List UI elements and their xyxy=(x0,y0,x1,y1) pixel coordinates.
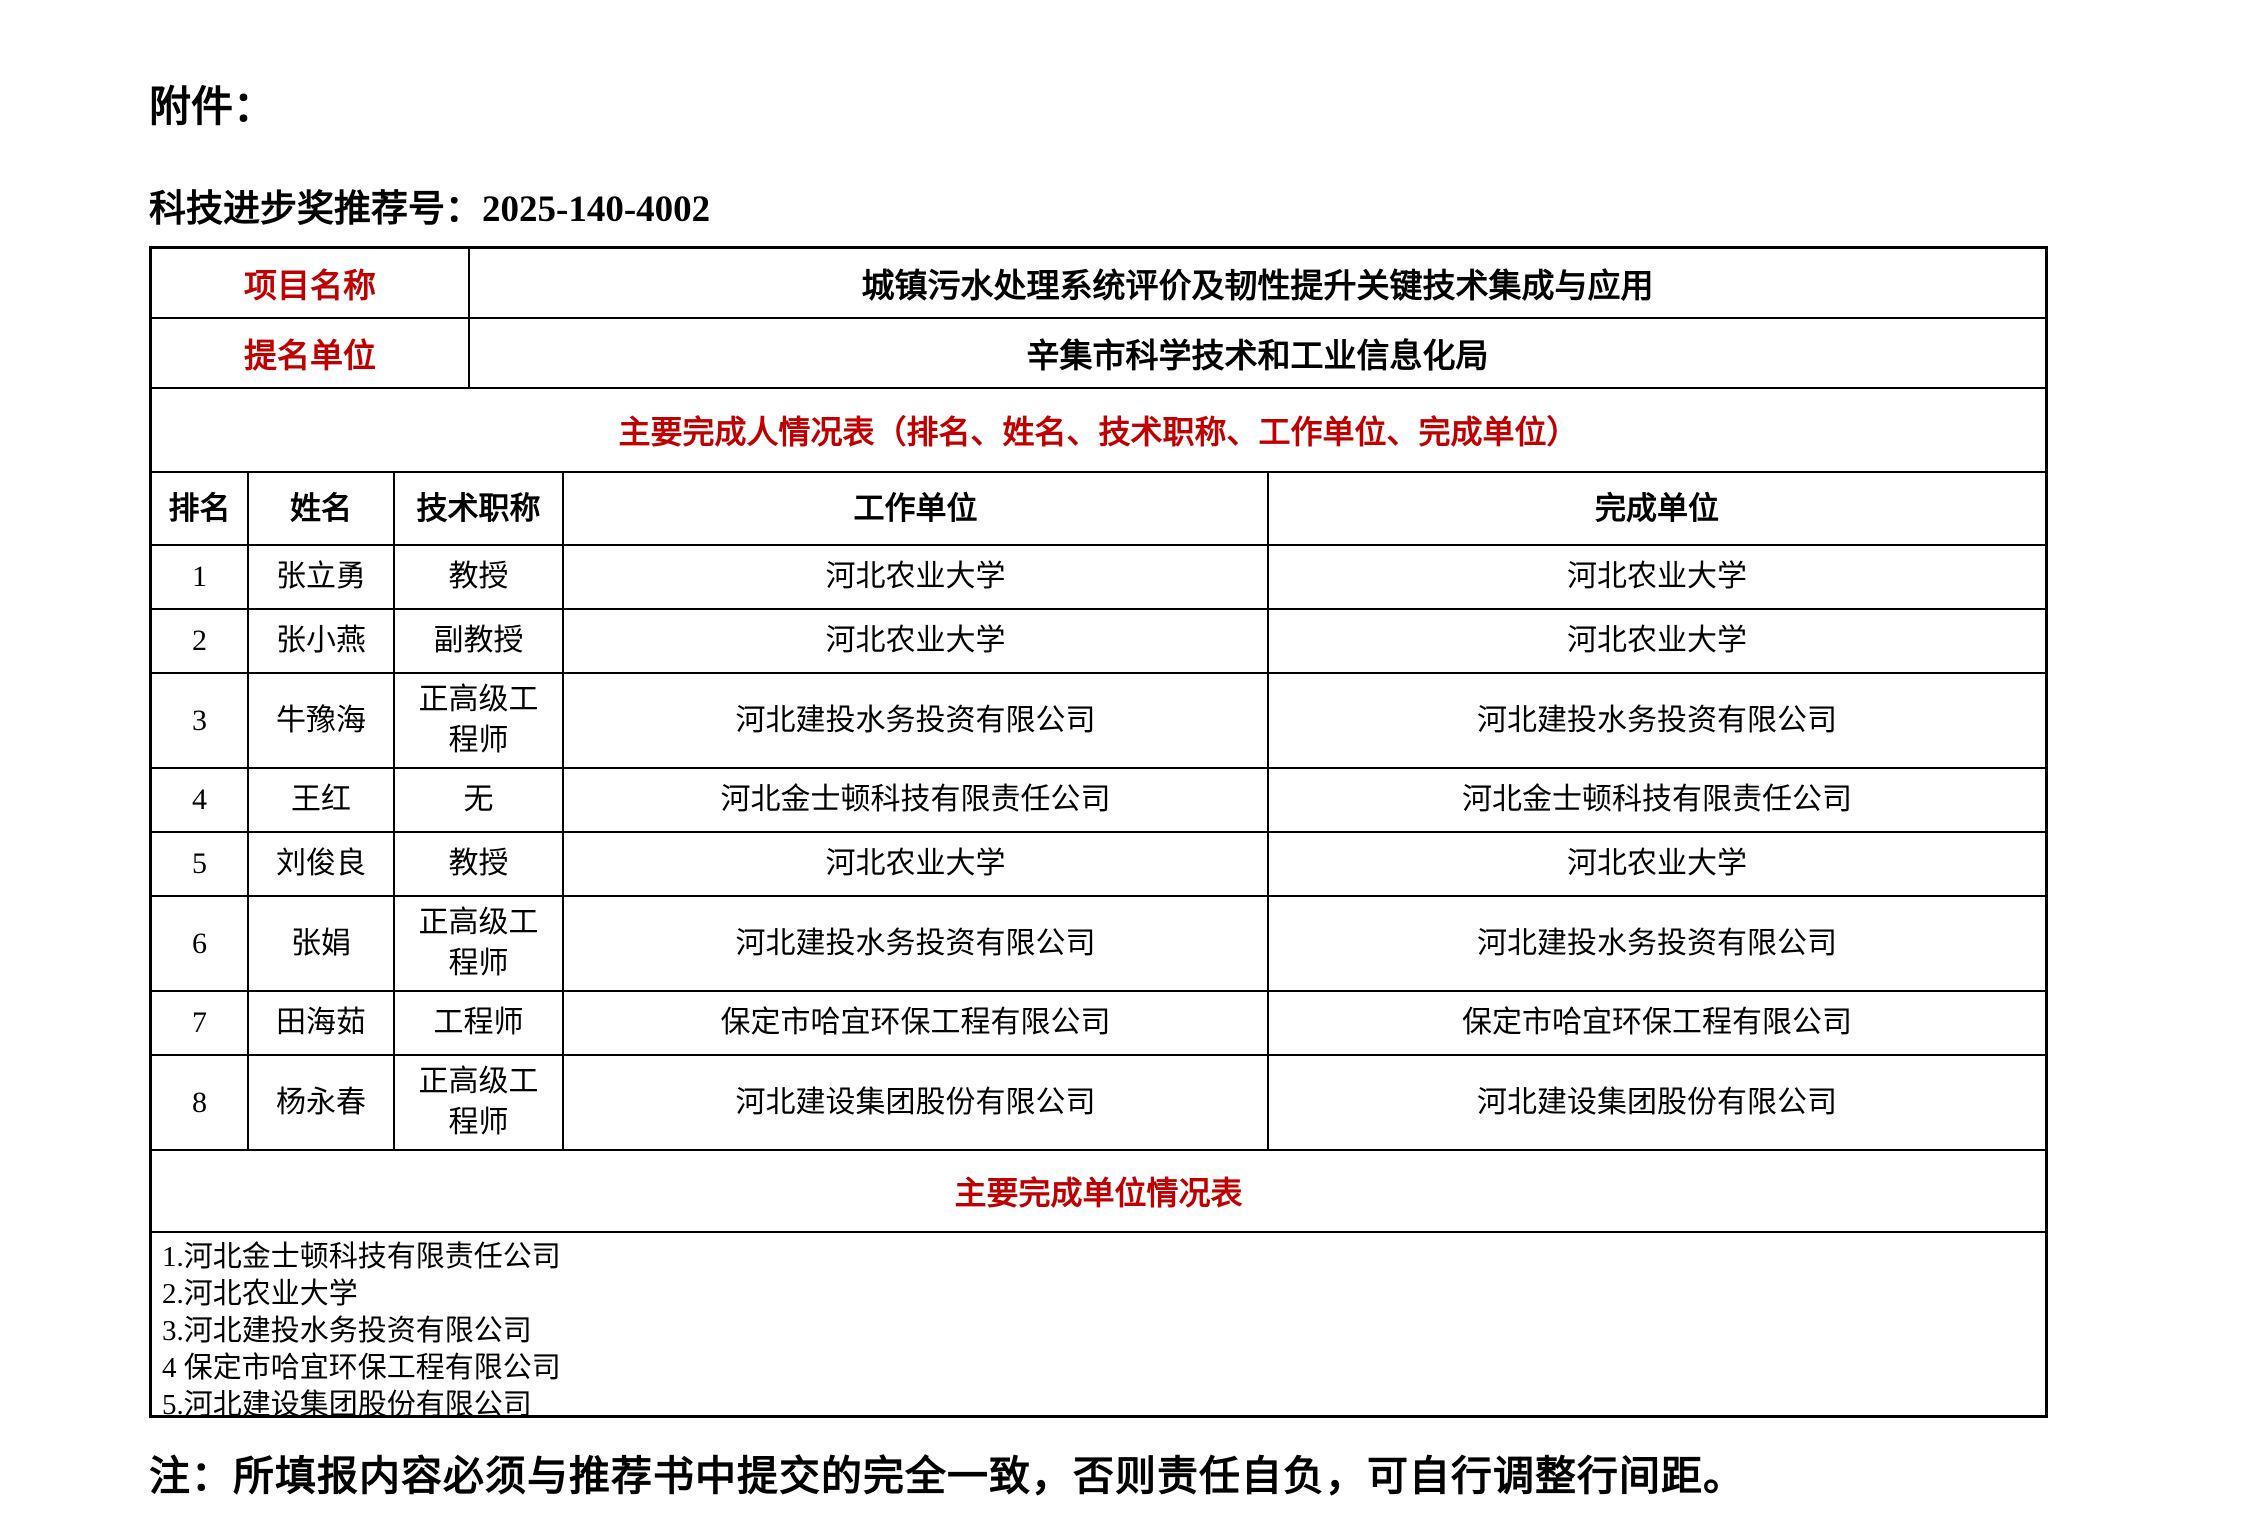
tech-title-cell: 无 xyxy=(393,767,564,834)
header-work-unit: 工作单位 xyxy=(562,472,1269,547)
work-unit-cell: 河北建投水务投资有限公司 xyxy=(562,895,1269,993)
completion-unit-cell: 保定市哈宜环保工程有限公司 xyxy=(1267,990,2046,1057)
table-row: 3 牛豫海 正高级工程师 河北建投水务投资有限公司 河北建投水务投资有限公司 xyxy=(151,672,2046,770)
tech-title-cell: 工程师 xyxy=(393,990,564,1057)
name-cell: 杨永春 xyxy=(247,1054,395,1151)
rank-cell: 5 xyxy=(151,831,249,898)
table-row: 1 张立勇 教授 河北农业大学 河北农业大学 xyxy=(151,544,2046,611)
name-cell: 张小燕 xyxy=(247,608,395,675)
header-completion-unit: 完成单位 xyxy=(1267,472,2046,547)
completion-unit-cell: 河北建投水务投资有限公司 xyxy=(1267,895,2046,993)
name-cell: 张娟 xyxy=(247,895,395,993)
tech-title-cell: 副教授 xyxy=(393,608,564,675)
rank-cell: 1 xyxy=(151,544,249,611)
project-name-label: 项目名称 xyxy=(152,249,470,318)
unit-list-item: 4 保定市哈宜环保工程有限公司 xyxy=(162,1352,561,1385)
completion-unit-cell: 河北金士顿科技有限责任公司 xyxy=(1267,767,2046,834)
table-row: 8 杨永春 正高级工程师 河北建设集团股份有限公司 河北建设集团股份有限公司 xyxy=(151,1054,2046,1151)
header-name: 姓名 xyxy=(247,472,395,547)
recommendation-number: 2025-140-4002 xyxy=(482,189,711,231)
work-unit-cell: 河北建投水务投资有限公司 xyxy=(562,672,1269,770)
nominating-unit-row: 提名单位 辛集市科学技术和工业信息化局 xyxy=(152,319,2045,390)
completers-table-title: 主要完成人情况表（排名、姓名、技术职称、工作单位、完成单位） xyxy=(152,389,2045,474)
header-tech-title: 技术职称 xyxy=(393,472,564,547)
completion-unit-cell: 河北农业大学 xyxy=(1267,544,2046,611)
completers-table: 排名 姓名 技术职称 工作单位 完成单位 1 张立勇 教授 河北农业大学 河北农业大学 2 张小燕副… xyxy=(151,472,2046,1151)
header-rank: 排名 xyxy=(151,472,249,547)
award-table: 项目名称 城镇污水处理系统评价及韧性提升关键技术集成与应用 提名单位 辛集市科学… xyxy=(149,246,2048,1421)
rank-cell: 2 xyxy=(151,608,249,675)
rank-cell: 6 xyxy=(151,895,249,993)
rank-cell: 4 xyxy=(151,767,249,834)
note-text: 注：所填报内容必须与推荐书中提交的完全一致，否则责任自负，可自行调整行间距。 xyxy=(149,1453,1745,1500)
project-name-row: 项目名称 城镇污水处理系统评价及韧性提升关键技术集成与应用 xyxy=(152,249,2045,320)
nominating-unit-value: 辛集市科学技术和工业信息化局 xyxy=(1026,339,1489,376)
completers-header-row: 排名 姓名 技术职称 工作单位 完成单位 xyxy=(151,472,2046,547)
tech-title-cell: 教授 xyxy=(393,544,564,611)
work-unit-cell: 保定市哈宜环保工程有限公司 xyxy=(562,990,1269,1057)
work-unit-cell: 河北农业大学 xyxy=(562,544,1269,611)
unit-list-item: 3.河北建投水务投资有限公司 xyxy=(162,1315,532,1348)
name-cell: 牛豫海 xyxy=(247,672,395,770)
name-cell: 刘俊良 xyxy=(247,831,395,898)
document-page: 附件： 科技进步奖推荐号：2025-140-4002 项目名称 城镇污水处理系统… xyxy=(149,0,2048,1502)
work-unit-cell: 河北农业大学 xyxy=(562,831,1269,898)
completion-unit-cell: 河北建设集团股份有限公司 xyxy=(1267,1054,2046,1151)
table-row: 7 田海茹 工程师 保定市哈宜环保工程有限公司 保定市哈宜环保工程有限公司 xyxy=(151,990,2046,1057)
units-table-title: 主要完成单位情况表 xyxy=(152,1149,2045,1234)
completion-unit-cell: 河北农业大学 xyxy=(1267,608,2046,675)
tech-title-cell: 正高级工程师 xyxy=(393,672,564,770)
table-row: 6 张娟 正高级工程师 河北建投水务投资有限公司 河北建投水务投资有限公司 xyxy=(151,895,2046,993)
unit-list-item: 5.河北建设集团股份有限公司 xyxy=(162,1389,532,1422)
name-cell: 田海茹 xyxy=(247,990,395,1057)
rank-cell: 7 xyxy=(151,990,249,1057)
recommendation-line: 科技进步奖推荐号：2025-140-4002 xyxy=(149,178,2048,232)
table-row: 4 王红无河北金士顿科技有限责任公司 河北金士顿科技有限责任公司 xyxy=(151,767,2046,834)
nominating-unit-label: 提名单位 xyxy=(152,319,470,388)
work-unit-cell: 河北金士顿科技有限责任公司 xyxy=(562,767,1269,834)
work-unit-cell: 河北建设集团股份有限公司 xyxy=(562,1054,1269,1151)
rank-cell: 8 xyxy=(151,1054,249,1151)
unit-list-item: 2.河北农业大学 xyxy=(162,1278,358,1311)
work-unit-cell: 河北农业大学 xyxy=(562,608,1269,675)
table-row: 5 刘俊良 教授 河北农业大学 河北农业大学 xyxy=(151,831,2046,898)
name-cell: 张立勇 xyxy=(247,544,395,611)
completion-unit-cell: 河北农业大学 xyxy=(1267,831,2046,898)
completers-body: 1 张立勇 教授 河北农业大学 河北农业大学 2 张小燕 副教授 河北农业大学 河北农业大学 3 牛豫… xyxy=(151,544,2046,1151)
tech-title-cell: 正高级工程师 xyxy=(393,895,564,993)
project-name-value: 城镇污水处理系统评价及韧性提升关键技术集成与应用 xyxy=(861,269,1654,306)
unit-list: 1.河北金士顿科技有限责任公司 2.河北农业大学 3.河北建投水务投资有限公司 4 保… xyxy=(152,1233,2045,1421)
completion-unit-cell: 河北建投水务投资有限公司 xyxy=(1267,672,2046,770)
rank-cell: 3 xyxy=(151,672,249,770)
name-cell: 王红 xyxy=(247,767,395,834)
recommendation-label: 科技进步奖推荐号： xyxy=(149,189,482,231)
tech-title-cell: 正高级工程师 xyxy=(393,1054,564,1151)
attachment-label: 附件： xyxy=(149,85,276,131)
tech-title-cell: 教授 xyxy=(393,831,564,898)
unit-list-item: 1.河北金士顿科技有限责任公司 xyxy=(162,1241,561,1274)
table-row: 2 张小燕 副教授 河北农业大学 河北农业大学 xyxy=(151,608,2046,675)
